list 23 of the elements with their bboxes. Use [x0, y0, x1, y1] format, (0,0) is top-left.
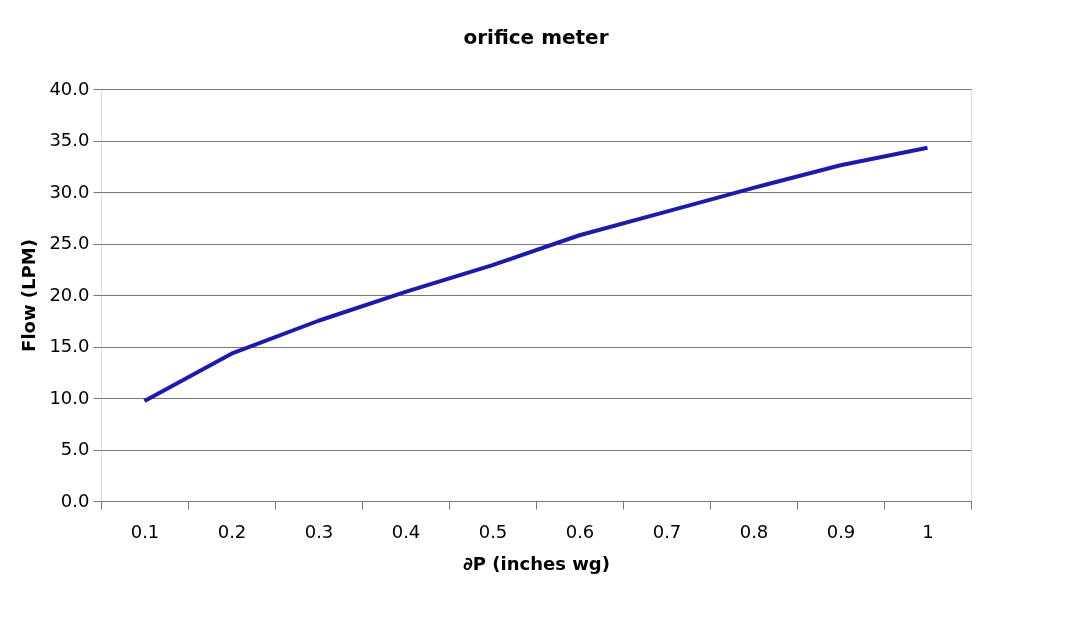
x-axis-title: ∂P (inches wg) [463, 552, 610, 574]
chart-title: orifice meter [463, 25, 609, 49]
x-tick-label: 0.6 [565, 520, 595, 542]
y-tick-label: 25.0 [49, 232, 90, 253]
x-tick-label: 0.3 [304, 520, 334, 542]
x-tick-label: 0.9 [826, 520, 856, 542]
y-tick-label: 40.0 [49, 77, 90, 99]
x-tick-label: 0.5 [478, 520, 508, 542]
y-tick-label: 10.0 [49, 386, 90, 408]
x-tick-label: 0.7 [652, 520, 682, 542]
line-series [142, 145, 930, 404]
x-tick-label: 0.8 [739, 520, 769, 542]
y-tick-label: 20.0 [49, 283, 90, 305]
x-tick-label: 1 [922, 520, 934, 542]
y-tick-label: 0.0 [60, 489, 90, 511]
y-tick-label: 30.0 [49, 180, 90, 202]
x-tick-label: 0.1 [130, 520, 160, 542]
y-tick-label: 35.0 [49, 129, 90, 150]
x-tick-label: 0.4 [391, 520, 421, 542]
y-axis-title: Flow (LPM) [18, 239, 40, 352]
y-tick-label: 15.0 [49, 335, 90, 356]
x-tick-label: 0.2 [217, 520, 247, 542]
y-tick-label: 5.0 [60, 438, 90, 459]
